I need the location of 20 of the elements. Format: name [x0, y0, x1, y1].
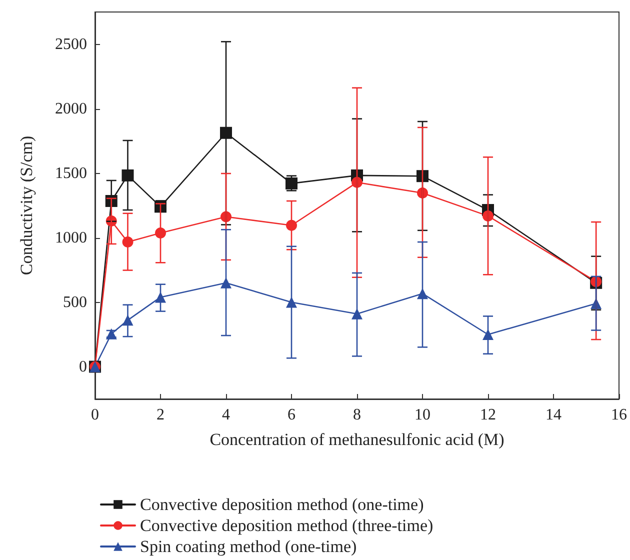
y-tick-label: 2500	[55, 36, 87, 53]
x-tick-label: 14	[546, 406, 562, 424]
x-tick-label: 8	[353, 406, 361, 424]
x-tick-label: 6	[288, 406, 296, 424]
y-tick-label: 1000	[55, 229, 87, 246]
x-tick-label: 2	[156, 406, 164, 424]
y-tick-label: 2000	[55, 100, 87, 118]
y-axis-title: Conductivity (S/cm)	[17, 136, 36, 276]
x-tick-label: 0	[91, 406, 99, 424]
x-axis-title: Concentration of methanesulfonic acid (M)	[210, 430, 504, 449]
y-tick-label: 0	[79, 358, 87, 376]
x-tick-label: 12	[480, 406, 496, 424]
y-tick-label: 500	[63, 294, 87, 311]
x-tick-label: 16	[611, 406, 627, 424]
x-tick-label: 10	[414, 406, 430, 424]
legend-label: Convective deposition method (one-time)	[140, 495, 424, 514]
x-tick-label: 4	[222, 406, 230, 424]
legend-label: Spin coating method (one-time)	[140, 537, 357, 556]
legend-label: Convective deposition method (three-time)	[140, 516, 434, 535]
y-tick-label: 1500	[55, 164, 87, 182]
